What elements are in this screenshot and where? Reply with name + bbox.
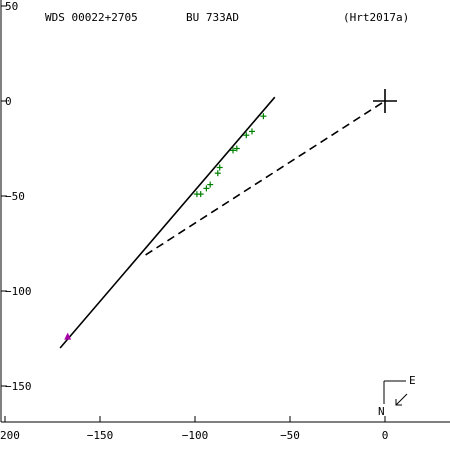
linear-fit-line (59, 96, 276, 349)
fit-lines (59, 96, 386, 349)
measure-point (249, 128, 255, 135)
measure-points (64, 113, 267, 340)
dashed-link-line (145, 100, 386, 256)
motion-arrow-head (395, 399, 402, 406)
y-tick-label: −150 (5, 380, 32, 393)
y-tick-label: 0 (5, 95, 12, 108)
measure-point (203, 185, 210, 192)
x-tick-label: −150 (87, 429, 114, 442)
compass-east-label: E (409, 374, 416, 387)
motion-arrow-shaft (395, 393, 408, 406)
measure-point (230, 147, 236, 154)
measure-point (243, 132, 250, 139)
measure-point (260, 113, 267, 120)
measure-point (233, 145, 240, 152)
measure-point (193, 191, 200, 198)
tick-layer: 200 −150 −100 −50 0 50 0 −50 −100 −150 (0, 0, 388, 442)
compass: E N (378, 374, 416, 418)
measure-point (214, 170, 221, 177)
primary-star (373, 89, 397, 113)
measure-point (207, 181, 214, 188)
x-tick-label: 0 (382, 429, 389, 442)
reference-code: (Hrt2017a) (343, 11, 409, 24)
wds-designation: WDS 00022+2705 (45, 11, 138, 24)
discoverer-code: BU 733AD (186, 11, 239, 24)
x-tick-label: −100 (182, 429, 209, 442)
first-measure-point (64, 332, 72, 340)
compass-north-label: N (378, 405, 385, 418)
x-tick-label: 200 (0, 429, 20, 442)
y-tick-label: −50 (5, 190, 25, 203)
y-tick-label: 50 (5, 0, 18, 13)
x-tick-label: −50 (280, 429, 300, 442)
y-tick-label: −100 (5, 285, 32, 298)
measure-point (216, 164, 223, 171)
